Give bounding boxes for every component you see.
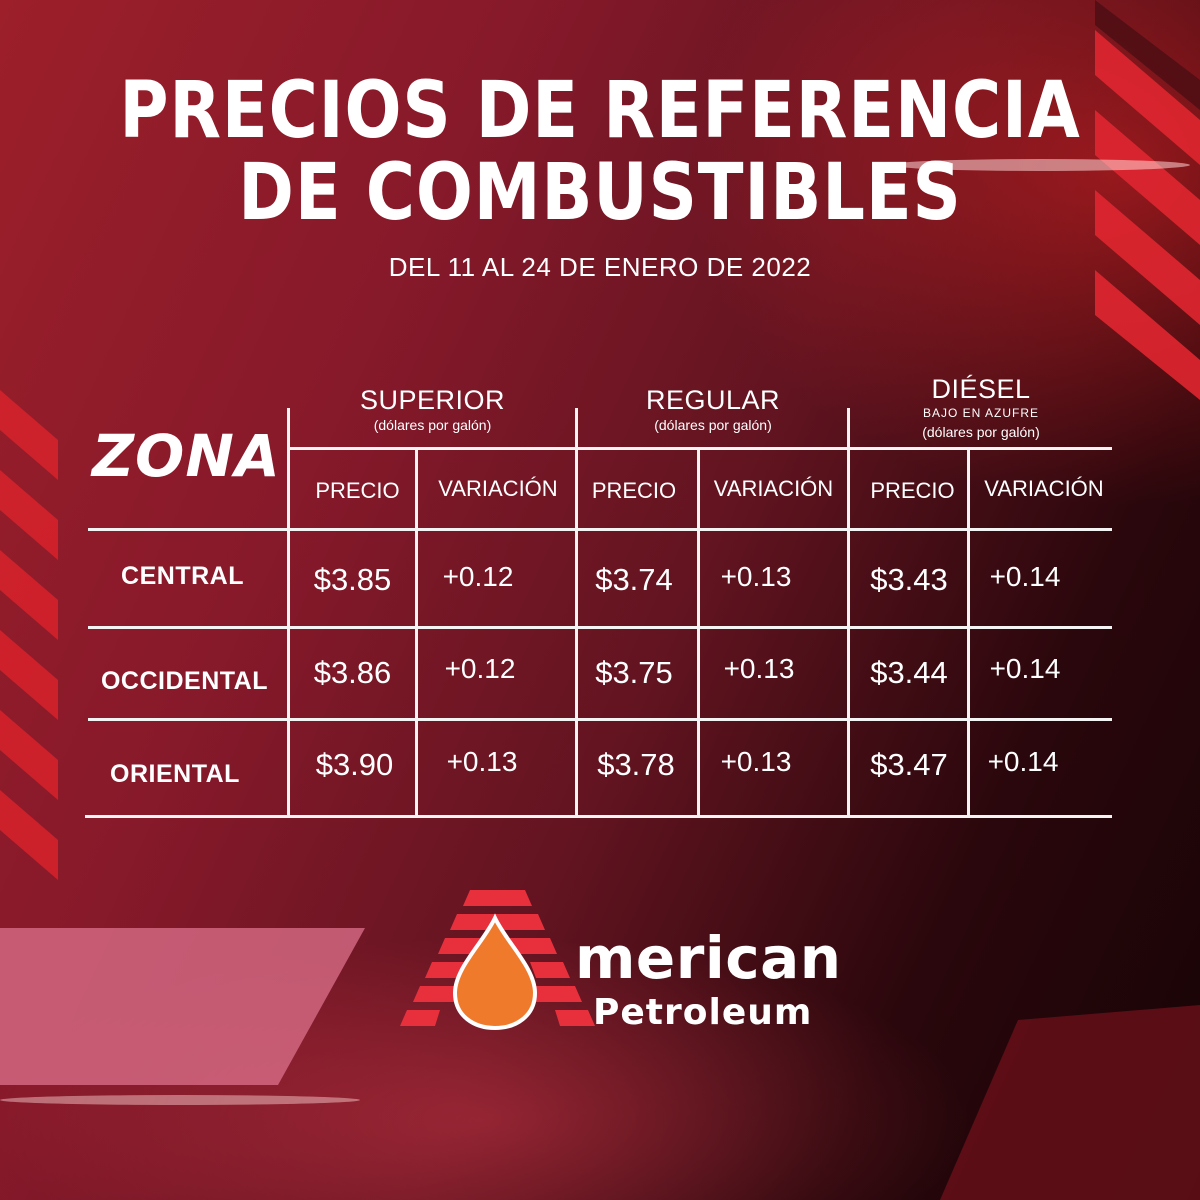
- table-line: [85, 815, 1112, 818]
- col-header-variation: VARIACIÓN: [438, 476, 558, 501]
- zone-label-central: CENTRAL: [121, 562, 244, 590]
- zone-label-occidental: OCCIDENTAL: [100, 667, 269, 695]
- table-cell: +0.12: [442, 561, 514, 592]
- table-cell: $3.44: [870, 655, 948, 690]
- table-cell: +0.13: [446, 746, 518, 777]
- table-cell: +0.14: [989, 653, 1061, 684]
- table-line: [287, 408, 290, 816]
- col-header-variation: VARIACIÓN: [984, 476, 1104, 501]
- table-line: [88, 528, 1112, 531]
- table-cell: $3.47: [870, 747, 948, 782]
- table-line: [88, 626, 1112, 629]
- fuel-unit-diesel: (dólares por galón): [922, 424, 1040, 440]
- table-cell: +0.13: [723, 653, 795, 684]
- table-line: [88, 718, 1112, 721]
- table-cell: +0.14: [987, 746, 1059, 777]
- page-title-line2: DE COMBUSTIBLES: [238, 148, 962, 238]
- fuel-unit-regular: (dólares por galón): [654, 417, 772, 433]
- col-header-price: PRECIO: [315, 478, 400, 503]
- table-line: [415, 450, 418, 816]
- table-cell: $3.78: [597, 747, 675, 782]
- table-line: [967, 450, 970, 816]
- col-header-variation: VARIACIÓN: [713, 476, 834, 501]
- oil-drop-icon: [452, 913, 538, 1031]
- fuel-header-superior: SUPERIOR: [359, 385, 506, 415]
- fuel-header-diesel: DIÉSEL: [931, 374, 1031, 404]
- page-title-line1: PRECIOS DE REFERENCIA: [119, 66, 1081, 156]
- table-cell: $3.85: [313, 562, 392, 597]
- table-cell: +0.13: [720, 746, 792, 777]
- brand-name-american: merican: [575, 924, 842, 992]
- fuel-header-regular: REGULAR: [645, 385, 781, 415]
- american-petroleum-logo: [400, 890, 595, 1031]
- table-line: [697, 450, 700, 816]
- table-cell: $3.43: [870, 562, 948, 597]
- table-line: [575, 408, 578, 816]
- page-title: PRECIOS DE REFERENCIA DE COMBUSTIBLES: [84, 70, 1116, 234]
- table-cell: $3.74: [595, 562, 673, 597]
- table-cell: +0.12: [444, 653, 516, 684]
- fuel-unit-superior: (dólares por galón): [373, 417, 492, 433]
- fuel-note-diesel: BAJO EN AZUFRE: [922, 406, 1040, 420]
- table-cell: +0.13: [720, 561, 792, 592]
- col-header-price: PRECIO: [591, 478, 677, 503]
- table-cell: $3.90: [315, 747, 394, 782]
- brand-name-petroleum: Petroleum: [593, 992, 813, 1033]
- zone-column-header: ZONA: [92, 422, 281, 490]
- col-header-price: PRECIO: [870, 478, 955, 503]
- table-cell: $3.86: [313, 655, 392, 690]
- zone-label-oriental: ORIENTAL: [110, 760, 240, 788]
- table-cell: +0.14: [989, 561, 1061, 592]
- table-cell: $3.75: [595, 655, 673, 690]
- table-line: [290, 447, 1112, 450]
- date-range-subtitle: DEL 11 AL 24 DE ENERO DE 2022: [388, 252, 812, 282]
- table-line: [847, 408, 850, 816]
